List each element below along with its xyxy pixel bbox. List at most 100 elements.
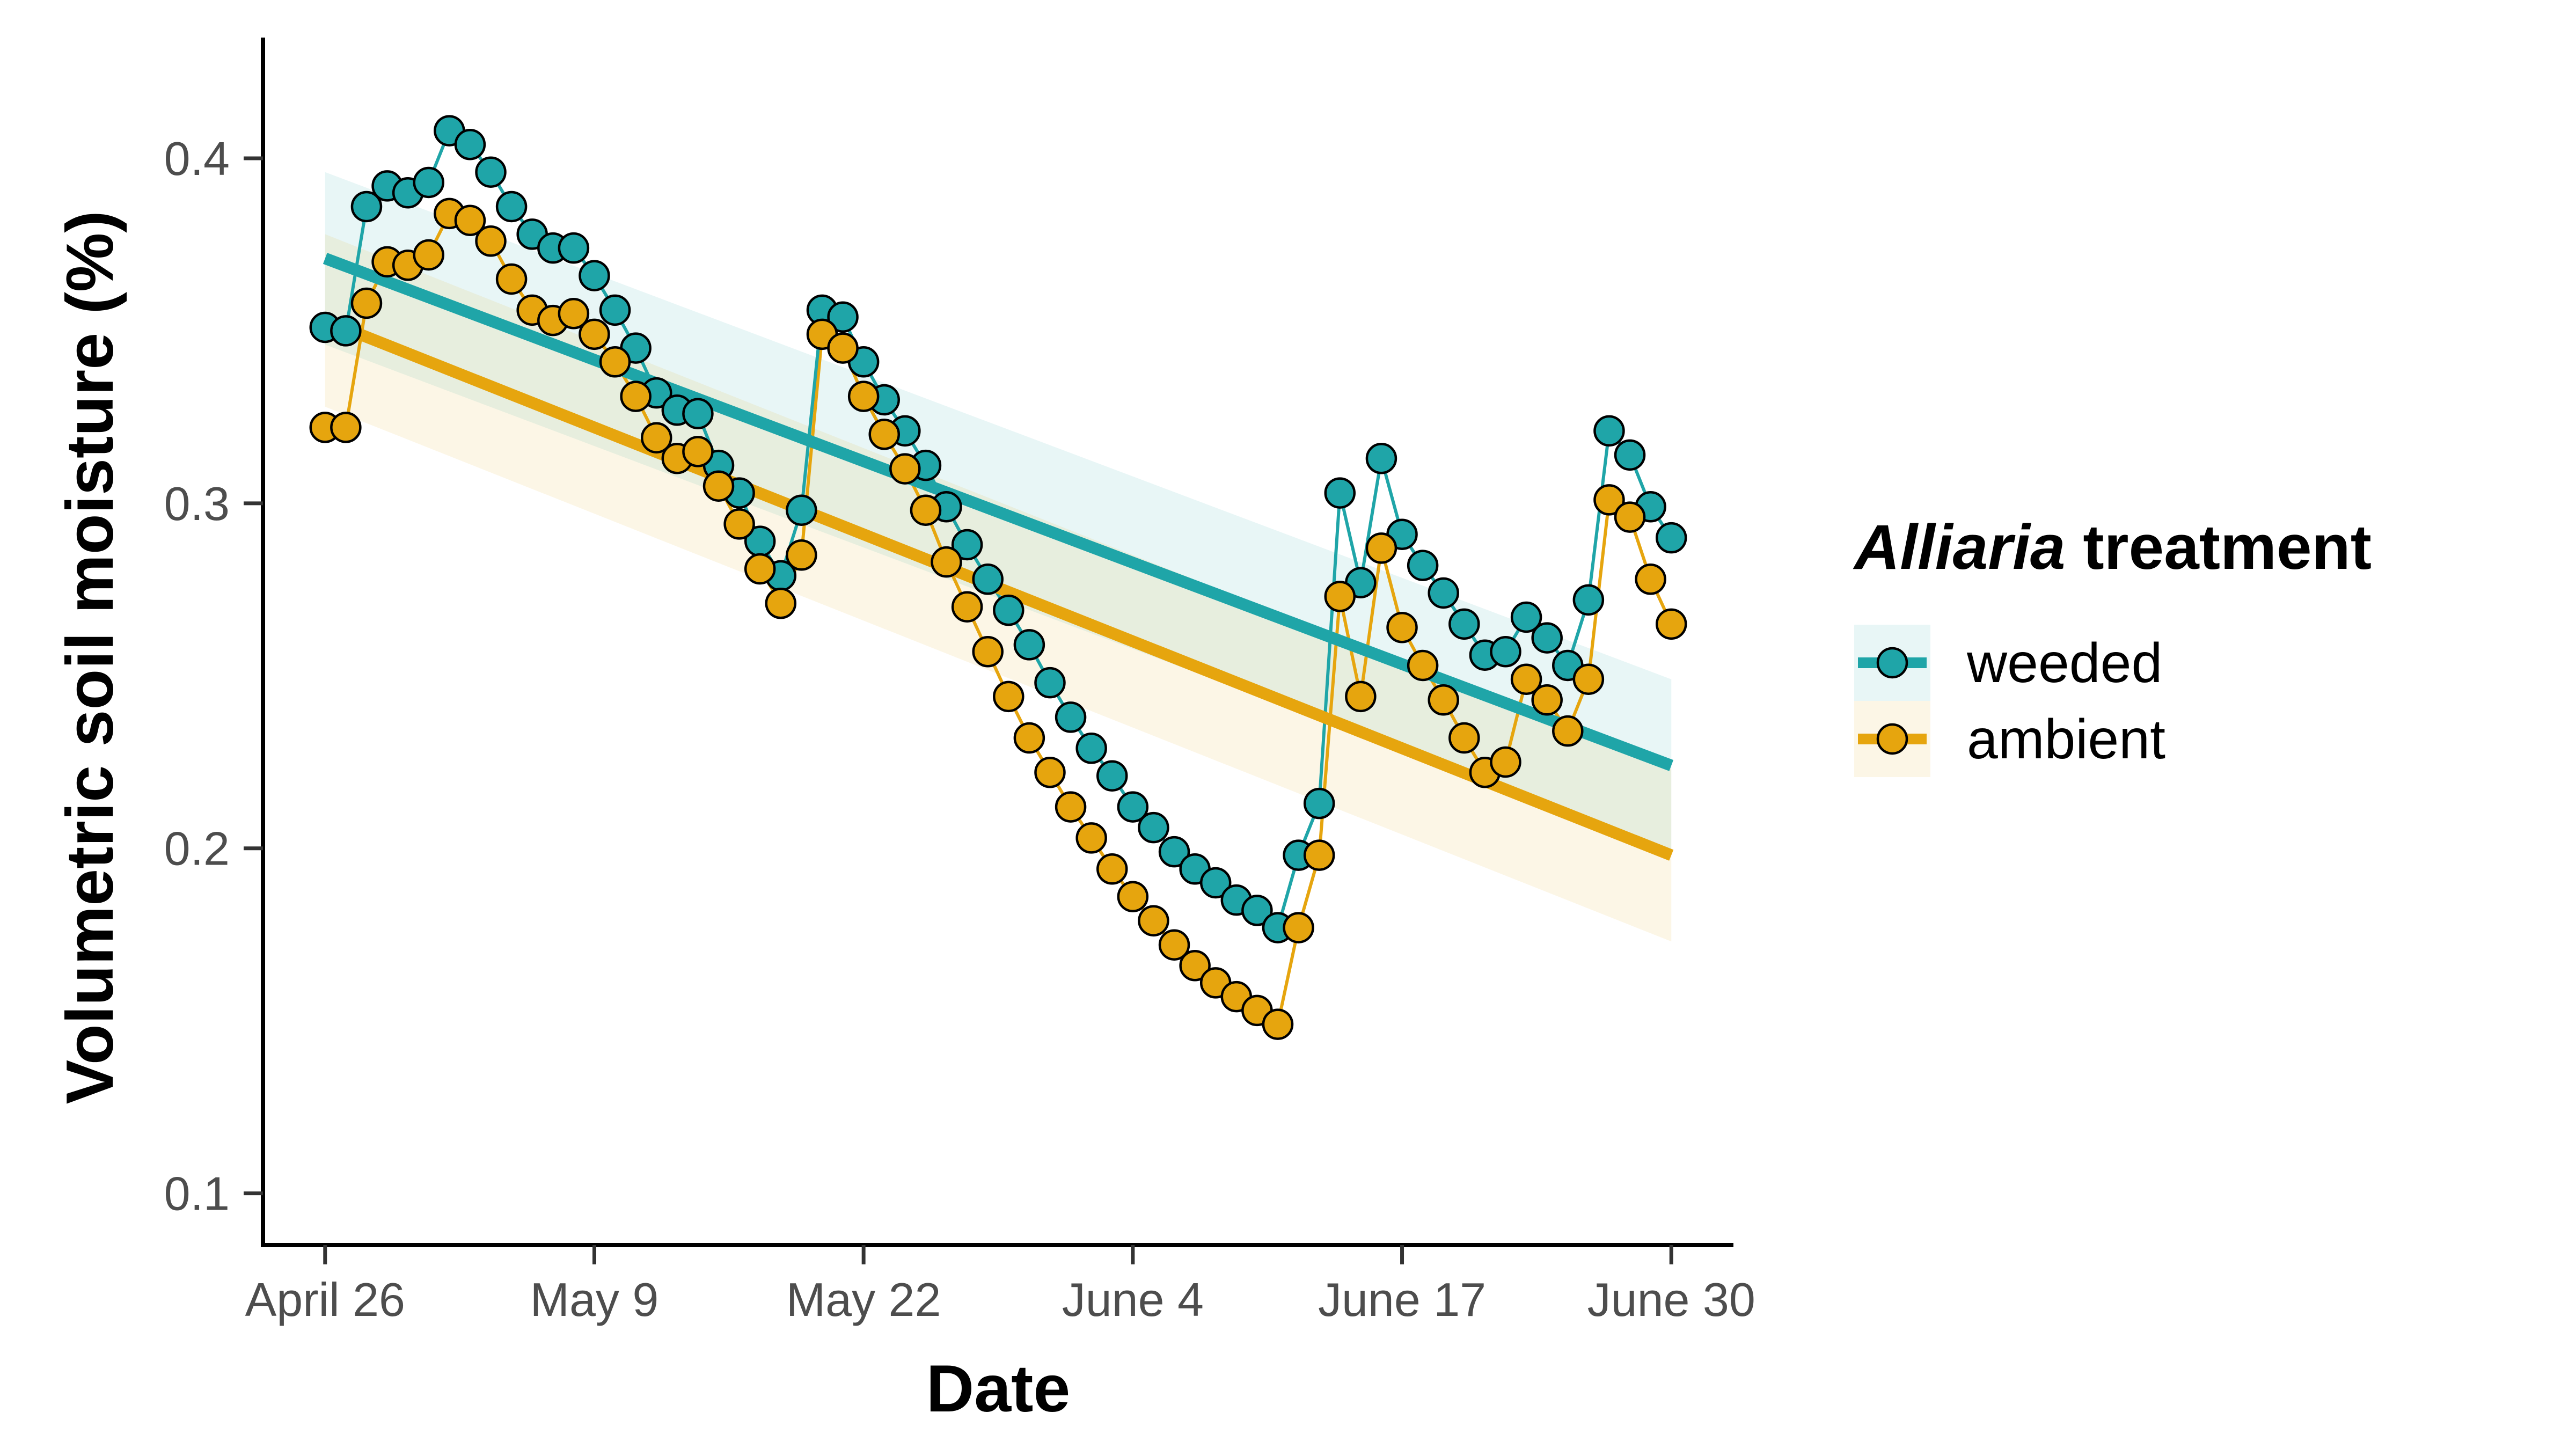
point-ambient (1096, 853, 1128, 885)
legend: Alliaria treatment weeded ambient (1853, 512, 2372, 777)
point-weeded (599, 294, 631, 326)
point-weeded (1034, 667, 1066, 699)
point-ambient (1179, 950, 1211, 982)
point-weeded (1490, 636, 1521, 668)
point-ambient (1138, 905, 1169, 936)
point-ambient (1034, 757, 1066, 788)
point-weeded (1138, 811, 1169, 844)
legend-label-ambient: ambient (1967, 708, 2165, 771)
legend-items: weeded ambient (1854, 625, 2165, 777)
point-weeded (1158, 836, 1190, 868)
point-weeded (1303, 787, 1335, 819)
point-ambient (1572, 663, 1605, 695)
x-tick-label: May 22 (786, 1273, 941, 1326)
point-weeded (495, 191, 528, 223)
point-ambient (330, 412, 362, 443)
point-weeded (350, 191, 383, 223)
x-tick-label: May 9 (530, 1273, 659, 1326)
x-tick-label: June 30 (1587, 1273, 1755, 1326)
point-weeded (454, 129, 486, 160)
point-ambient (931, 546, 962, 578)
point-weeded (1593, 415, 1625, 447)
point-ambient (972, 636, 1004, 668)
point-weeded (1614, 439, 1646, 471)
point-ambient (702, 470, 735, 502)
x-axis-ticks: April 26 May 9 May 22 June 4 June 17 June 30 (245, 1245, 1755, 1326)
legend-label-weeded: weeded (1966, 632, 2162, 694)
confidence-bands (325, 172, 1672, 942)
point-ambient (1345, 680, 1377, 713)
point-ambient (1303, 839, 1335, 871)
point-ambient (1552, 715, 1584, 747)
axes (261, 38, 1733, 1247)
legend-key-point-ambient (1876, 723, 1908, 755)
point-weeded (993, 594, 1024, 626)
point-weeded (1324, 477, 1356, 509)
point-weeded (1096, 760, 1128, 792)
point-ambient (1448, 722, 1480, 754)
point-weeded (579, 260, 610, 291)
y-tick-label: 0.2 (164, 822, 230, 875)
point-ambient (910, 494, 942, 526)
point-ambient (1428, 684, 1459, 716)
y-axis-ticks: 0.1 0.2 0.3 0.4 (164, 132, 263, 1220)
point-weeded (1075, 733, 1107, 764)
point-ambient (1386, 612, 1418, 643)
point-weeded (1655, 522, 1687, 554)
point-ambient (868, 419, 900, 450)
point-ambient (1407, 649, 1439, 682)
point-weeded (1365, 443, 1397, 474)
point-ambient (475, 225, 507, 257)
point-ambient (1490, 746, 1521, 778)
point-weeded (1055, 701, 1087, 733)
point-ambient (1013, 722, 1045, 754)
point-ambient (682, 436, 714, 467)
legend-title-italic: Alliaria (1853, 512, 2066, 583)
point-ambient (558, 298, 590, 330)
legend-title: Alliaria treatment (1853, 512, 2372, 583)
point-ambient (1055, 791, 1087, 823)
point-ambient (1158, 929, 1190, 961)
point-weeded (1510, 601, 1542, 633)
point-ambient (1117, 881, 1149, 912)
point-weeded (1572, 584, 1605, 616)
data-points (309, 115, 1687, 1040)
point-weeded (1199, 867, 1232, 899)
point-weeded (1117, 791, 1149, 823)
point-weeded (682, 398, 714, 429)
x-axis-title: Date (926, 1352, 1071, 1426)
point-ambient (620, 380, 652, 412)
point-ambient (495, 263, 528, 295)
point-ambient (847, 380, 880, 412)
legend-key-point-weeded (1876, 647, 1908, 679)
x-tick-label: June 4 (1062, 1273, 1204, 1326)
point-ambient (1614, 501, 1646, 533)
point-ambient (1655, 608, 1687, 640)
point-weeded (972, 564, 1004, 595)
point-weeded (827, 301, 859, 333)
point-ambient (889, 453, 921, 485)
point-weeded (1448, 608, 1480, 640)
point-ambient (454, 204, 486, 236)
point-ambient (1324, 581, 1356, 612)
point-ambient (1635, 564, 1666, 595)
point-ambient (579, 318, 610, 350)
point-ambient (640, 422, 672, 453)
point-ambient (1531, 684, 1563, 716)
point-weeded (558, 232, 590, 264)
y-axis-title: Volumetric soil moisture (%) (53, 210, 127, 1104)
point-ambient (723, 508, 755, 540)
point-ambient (765, 588, 797, 619)
point-ambient (350, 287, 383, 319)
point-weeded (1013, 629, 1045, 661)
y-tick-label: 0.4 (164, 132, 230, 185)
point-ambient (1593, 484, 1625, 516)
point-ambient (413, 239, 444, 271)
fit-line-weeded (323, 253, 1674, 771)
point-ambient (1283, 912, 1314, 943)
point-ambient (827, 332, 859, 364)
point-ambient (786, 539, 817, 571)
point-weeded (1531, 622, 1563, 654)
point-ambient (599, 346, 631, 378)
